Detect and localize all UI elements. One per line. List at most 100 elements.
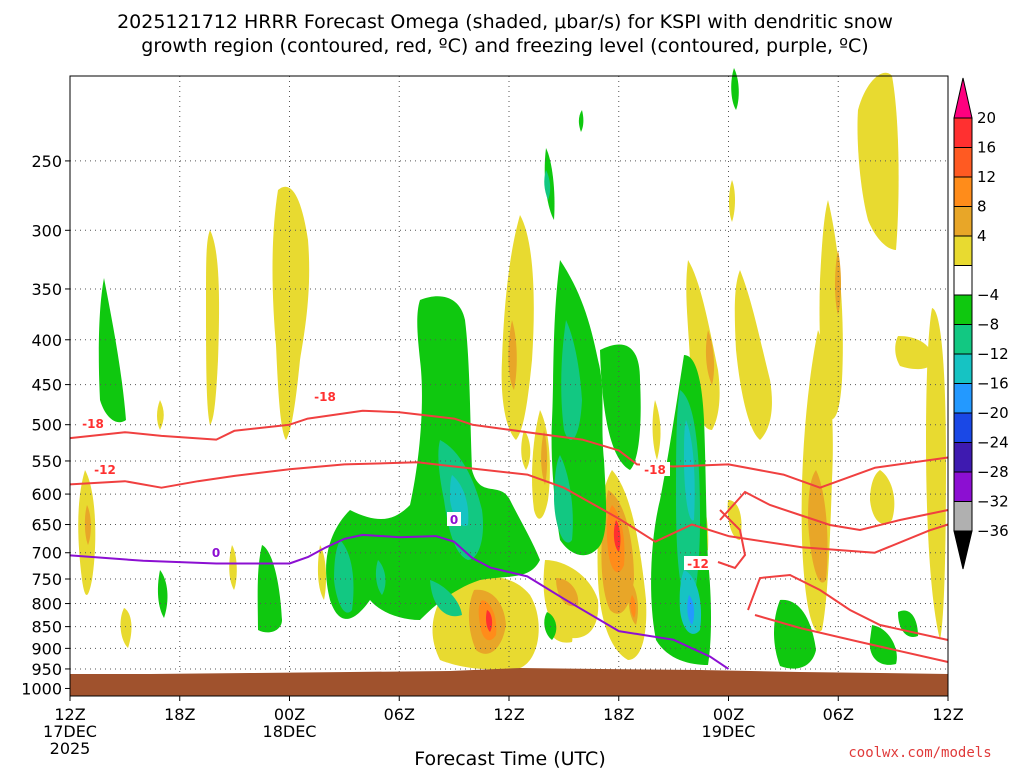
colorbar-swatch bbox=[953, 383, 973, 414]
contour-label-dgz: -18 bbox=[82, 417, 104, 431]
colorbar-label: 12 bbox=[977, 168, 996, 186]
y-tick-label: 650 bbox=[31, 516, 62, 535]
chart-title-line-2: growth region (contoured, red, ºC) and f… bbox=[141, 35, 868, 57]
omega-pos-core bbox=[508, 320, 517, 390]
omega-pos-area bbox=[895, 336, 935, 370]
colorbar-swatch bbox=[953, 147, 973, 178]
x-tick-label: 18Z bbox=[164, 705, 195, 724]
omega-neg-core bbox=[684, 420, 695, 521]
freezing-level-contour bbox=[69, 533, 730, 670]
contour-lines bbox=[69, 409, 949, 670]
colorbar-swatch bbox=[953, 324, 973, 355]
colorbar-top-arrow bbox=[953, 77, 973, 119]
x-tick-label: 12Z bbox=[493, 705, 524, 724]
omega-pos-area bbox=[120, 608, 132, 648]
x-tick-date: 17DEC bbox=[43, 722, 97, 741]
omega-pos-area bbox=[734, 270, 772, 440]
y-tick-label: 300 bbox=[31, 221, 62, 240]
y-tick-label: 400 bbox=[31, 331, 62, 350]
x-tick-label: 12Z bbox=[932, 705, 963, 724]
omega-pos-area bbox=[729, 180, 735, 222]
colorbar-bottom-arrow bbox=[953, 530, 973, 570]
y-tick-label: 1000 bbox=[21, 679, 62, 698]
omega-pos-area bbox=[521, 430, 531, 470]
omega-neg-core bbox=[375, 560, 386, 595]
colorbar-swatch bbox=[953, 206, 973, 237]
y-tick-label: 750 bbox=[31, 570, 62, 589]
omega-neg-core bbox=[554, 455, 573, 543]
y-tick-label: 700 bbox=[31, 544, 62, 563]
colorbar-label: 8 bbox=[977, 198, 987, 216]
colorbar-label: −24 bbox=[977, 434, 1009, 452]
colorbar-swatch bbox=[953, 176, 973, 207]
colorbar-label: −8 bbox=[977, 316, 999, 334]
colorbar-swatch bbox=[953, 265, 973, 296]
x-tick-date: 19DEC bbox=[702, 722, 756, 741]
omega-pos-area bbox=[206, 230, 220, 425]
colorbar: 20 16 12 8 4 −4 −8 −12 −16 −20 −24 −28 −32 −36 bbox=[953, 77, 1009, 570]
colorbar-label: 4 bbox=[977, 227, 987, 245]
omega-neg-core bbox=[334, 540, 354, 613]
omega-pos-core bbox=[808, 470, 828, 583]
omega-pos-area bbox=[870, 470, 895, 524]
y-tick-label: 800 bbox=[31, 595, 62, 614]
colorbar-swatch bbox=[953, 471, 973, 502]
omega-pos-core bbox=[613, 520, 621, 552]
colorbar-label: −16 bbox=[977, 375, 1009, 393]
omega-neg-area bbox=[774, 599, 816, 669]
omega-neg-core bbox=[561, 320, 582, 440]
omega-neg-core bbox=[544, 170, 551, 200]
omega-neg-core bbox=[430, 580, 462, 617]
x-tick-label: 06Z bbox=[823, 705, 854, 724]
x-tick-label: 12Z bbox=[54, 705, 85, 724]
colorbar-swatch bbox=[953, 412, 973, 443]
omega-neg-area bbox=[257, 545, 282, 633]
colorbar-label: −20 bbox=[977, 404, 1009, 422]
omega-neg-area bbox=[544, 612, 557, 640]
omega-pos-core bbox=[835, 250, 841, 315]
omega-pos-area bbox=[317, 545, 327, 600]
y-tick-label: 350 bbox=[31, 280, 62, 299]
dgz-minus18-contour bbox=[69, 409, 949, 489]
omega-neg-area bbox=[157, 570, 168, 618]
colorbar-swatch bbox=[953, 501, 973, 532]
y-tick-label: 600 bbox=[31, 485, 62, 504]
x-tick-label: 00Z bbox=[713, 705, 744, 724]
y-axis-ticks: 250 300 350 400 450 500 550 600 650 700 750 800 850 9… bbox=[21, 152, 70, 698]
colorbar-label: −12 bbox=[977, 345, 1009, 363]
omega-pos-area bbox=[727, 500, 742, 540]
x-tick-label: 18Z bbox=[603, 705, 634, 724]
terrain-surface bbox=[70, 668, 948, 696]
contour-label-freezing: 0 bbox=[450, 513, 458, 527]
y-tick-label: 950 bbox=[31, 660, 62, 679]
omega-pos-area bbox=[501, 215, 534, 440]
y-tick-label: 250 bbox=[31, 152, 62, 171]
contour-label-dgz: -18 bbox=[644, 463, 666, 477]
dgz-minus12-contour bbox=[69, 461, 949, 554]
omega-pos-area bbox=[229, 545, 237, 590]
colorbar-label: −32 bbox=[977, 493, 1009, 511]
x-tick-date: 18DEC bbox=[263, 722, 317, 741]
colorbar-label: 20 bbox=[977, 109, 996, 127]
omega-pos-area bbox=[652, 400, 661, 460]
contour-label-dgz: -18 bbox=[314, 390, 336, 404]
omega-shading bbox=[78, 68, 946, 670]
x-tick-year: 2025 bbox=[50, 739, 91, 758]
omega-neg-core bbox=[687, 595, 695, 625]
omega-neg-area bbox=[869, 625, 897, 665]
omega-neg-area bbox=[600, 344, 641, 470]
colorbar-swatch bbox=[953, 235, 973, 266]
y-tick-label: 450 bbox=[31, 376, 62, 395]
y-tick-label: 900 bbox=[31, 639, 62, 658]
omega-pos-area bbox=[926, 308, 946, 640]
y-tick-label: 500 bbox=[31, 416, 62, 435]
contour-label-freezing: 0 bbox=[212, 546, 220, 560]
credit-text: coolwx.com/models bbox=[848, 745, 991, 761]
contour-label-dgz: -12 bbox=[687, 557, 709, 571]
x-axis-title: Forecast Time (UTC) bbox=[414, 748, 605, 768]
omega-neg-area bbox=[326, 296, 540, 620]
y-tick-label: 550 bbox=[31, 452, 62, 471]
omega-neg-area bbox=[731, 68, 739, 110]
